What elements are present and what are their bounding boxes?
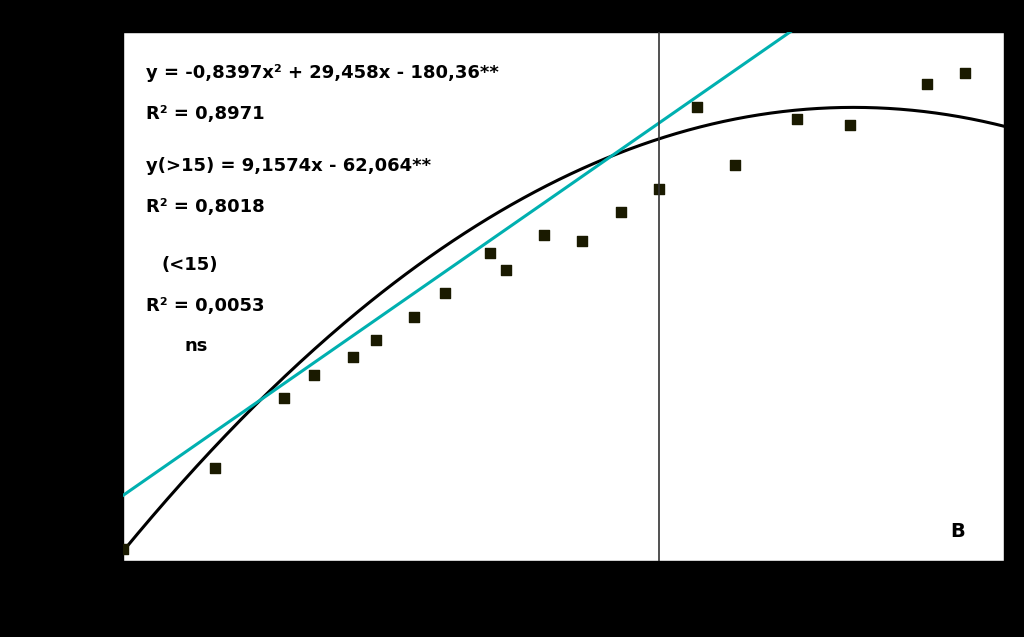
Point xyxy=(207,462,223,473)
Point xyxy=(344,352,360,362)
X-axis label: Diámetro (mm): Diámetro (mm) xyxy=(505,590,622,605)
Text: B: B xyxy=(950,522,965,541)
Point xyxy=(406,311,422,322)
Text: R² = 0,8971: R² = 0,8971 xyxy=(145,105,264,123)
Point xyxy=(650,183,667,194)
Point xyxy=(919,79,935,89)
Point xyxy=(788,114,805,124)
Point xyxy=(306,369,323,380)
Text: (<15): (<15) xyxy=(161,256,218,274)
Point xyxy=(482,248,499,258)
Y-axis label: Cuajado (%): Cuajado (%) xyxy=(75,250,90,343)
Point xyxy=(275,393,292,403)
Point xyxy=(574,236,591,246)
Point xyxy=(498,265,514,275)
Text: R² = 0,0053: R² = 0,0053 xyxy=(145,297,264,315)
Text: R² = 0,8018: R² = 0,8018 xyxy=(145,198,264,216)
Point xyxy=(115,544,131,554)
Point xyxy=(536,230,552,240)
Text: y(>15) = 9,1574x - 62,064**: y(>15) = 9,1574x - 62,064** xyxy=(145,157,431,175)
Point xyxy=(368,334,384,345)
Point xyxy=(727,161,743,171)
Point xyxy=(689,103,706,113)
Point xyxy=(436,288,453,298)
Point xyxy=(957,68,974,78)
Point xyxy=(842,120,858,130)
Text: ns: ns xyxy=(184,338,208,355)
Text: y = -0,8397x² + 29,458x - 180,36**: y = -0,8397x² + 29,458x - 180,36** xyxy=(145,64,499,82)
Point xyxy=(612,207,629,217)
